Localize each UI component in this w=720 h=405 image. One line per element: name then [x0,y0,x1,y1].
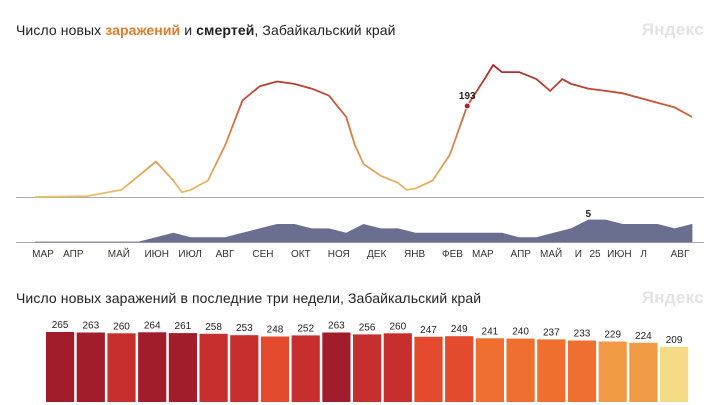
bottom-chart-title: Число новых заражений в последние три не… [16,290,482,306]
bar [506,338,535,402]
month-tick-label: ОКТ [291,249,311,260]
bar-value-label: 263 [328,321,345,332]
bar-value-label: 260 [113,321,130,332]
bar-value-label: 264 [144,320,161,331]
month-tick-label: Л [640,249,647,260]
bar-value-label: 229 [604,330,621,341]
month-tick-label: МАЙ [108,247,130,260]
month-tick-label: ИЮЛ [178,249,201,260]
cases-annotation-label: 193 [459,91,476,102]
title-prefix: Число новых [16,22,106,38]
deaths-series-area [35,219,693,243]
bar-value-label: 241 [482,326,499,337]
bar-value-label: 253 [236,323,253,334]
bar [383,333,412,402]
bar-value-label: 265 [52,320,69,331]
bar-value-label: 209 [666,335,683,346]
bar-value-label: 233 [574,329,591,340]
bar [107,333,136,402]
top-chart-title: Число новых заражений и смертей, Забайка… [16,22,396,38]
bar [445,336,474,402]
bar [537,339,566,402]
month-tick-label: АВГ [671,249,690,260]
yandex-logo-top: Яндекс [641,20,704,39]
bar [260,336,290,402]
bar [291,335,320,402]
title-region: , Забайкальский край [254,22,396,38]
bar [598,341,627,402]
month-tick-label: ЯНВ [404,249,425,260]
bar [46,332,75,402]
month-tick-label: НОЯ [328,249,350,260]
month-tick-label: И [575,249,582,260]
bar-value-label: 260 [389,321,406,332]
month-tick-label: АВГ [216,249,235,260]
title-deaths-word: смертей [196,22,255,38]
bar-value-label: 256 [359,322,376,333]
bar-value-label: 248 [267,325,284,336]
bar-value-label: 247 [420,325,437,336]
month-tick-label: ФЕВ [442,249,463,260]
bar-value-label: 263 [82,321,99,332]
line-chart: 193 5 МАР АПР МАЙ ИЮН ИЮЛ АВГ СЕН ОКТ НОЯ ДЕК ЯНВ ФЕВ… [16,64,704,260]
month-tick-label: СЕН [252,249,273,260]
bar-value-label: 224 [635,331,652,342]
month-tick-label: 25 [590,249,602,260]
month-tick-label: АПР [511,249,532,260]
month-tick-label: ДЕК [367,249,386,260]
month-tick-label: МАР [32,249,54,260]
bar [138,332,167,402]
bar-value-label: 261 [175,321,192,332]
bar-chart: 265 263 260 264 261 258 253 248 252 263 256 260 247 2… [46,320,689,402]
bar [660,346,689,402]
bar [76,332,105,402]
bar [629,342,658,402]
bar-value-label: 252 [297,323,314,334]
bar [230,335,259,402]
title-and: и [180,22,197,38]
month-tick-label: МАР [472,249,494,260]
month-tick-label: АПР [63,249,84,260]
cases-annotation-marker [463,102,471,110]
month-tick-label: ИЮН [144,249,169,260]
bar [353,334,382,402]
bar-value-label: 240 [512,327,529,338]
bar [168,333,197,402]
bar [199,333,228,402]
bar [414,336,443,402]
yandex-logo-bottom: Яндекс [641,288,704,307]
bar [475,338,504,402]
month-tick-label: МАЙ [540,247,562,260]
bar-value-label: 258 [205,322,222,333]
deaths-annotation-label: 5 [585,209,591,220]
bar-value-label: 237 [543,327,560,338]
month-tick-label: ИЮН [607,249,632,260]
bar-value-label: 249 [451,324,468,335]
cases-series-line [34,64,693,198]
bar [322,332,351,402]
bar [567,340,597,402]
title-cases-word: заражений [105,22,181,38]
